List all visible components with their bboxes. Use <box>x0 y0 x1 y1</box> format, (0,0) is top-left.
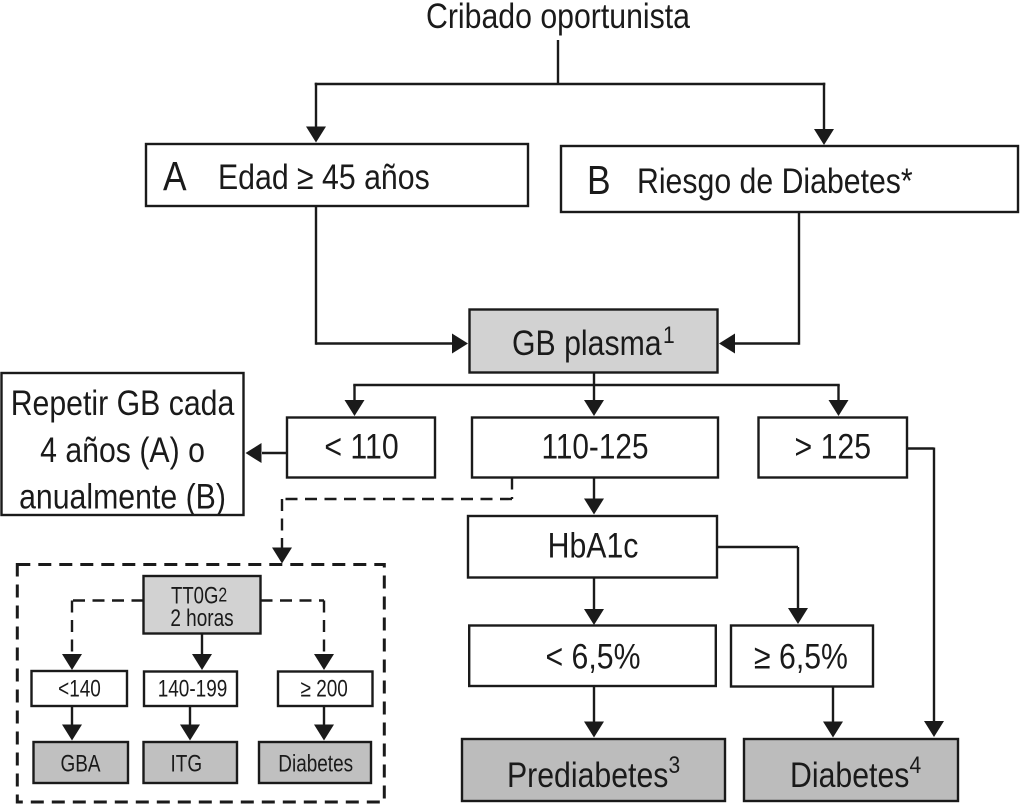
svg-text:ITG: ITG <box>171 751 203 778</box>
svg-text:anualmente (B): anualmente (B) <box>19 478 226 517</box>
svg-text:HbA1c: HbA1c <box>548 527 639 566</box>
svg-text:Cribado oportunista: Cribado oportunista <box>426 0 690 36</box>
svg-text:< 110: < 110 <box>324 428 398 467</box>
svg-text:1: 1 <box>663 322 675 349</box>
svg-text:110-125: 110-125 <box>542 428 649 467</box>
svg-text:2: 2 <box>218 585 227 607</box>
svg-text:≥ 200: ≥ 200 <box>301 676 348 703</box>
svg-text:≥ 6,5%: ≥ 6,5% <box>754 638 848 677</box>
svg-text:Diabetes: Diabetes <box>278 751 353 778</box>
svg-text:> 125: > 125 <box>795 428 872 467</box>
svg-text:Repetir GB cada: Repetir GB cada <box>11 384 235 423</box>
svg-text:B: B <box>587 157 611 203</box>
svg-text:TT0G: TT0G <box>171 583 218 610</box>
svg-text:Edad ≥ 45 años: Edad ≥ 45 años <box>218 158 430 197</box>
svg-text:GB plasma: GB plasma <box>512 324 662 363</box>
svg-text:Diabetes: Diabetes <box>790 756 909 795</box>
svg-text:2 horas: 2 horas <box>170 605 233 632</box>
svg-text:4 años (A) o: 4 años (A) o <box>40 431 205 470</box>
svg-text:< 6,5%: < 6,5% <box>546 638 641 677</box>
svg-text:3: 3 <box>669 752 681 779</box>
svg-text:140-199: 140-199 <box>158 676 228 703</box>
svg-text:GBA: GBA <box>61 751 101 778</box>
svg-text:A: A <box>163 153 187 199</box>
svg-text:4: 4 <box>910 752 922 779</box>
svg-text:Riesgo de Diabetes*: Riesgo de Diabetes* <box>637 162 913 201</box>
svg-text:Prediabetes: Prediabetes <box>507 756 668 795</box>
svg-text:<140: <140 <box>58 676 101 703</box>
